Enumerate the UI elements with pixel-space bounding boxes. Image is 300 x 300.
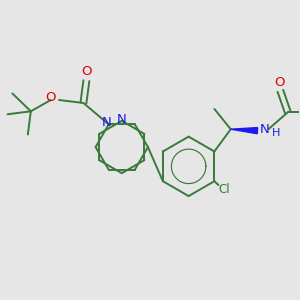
- Text: O: O: [82, 65, 92, 78]
- Text: O: O: [46, 91, 56, 104]
- Text: Cl: Cl: [218, 183, 230, 196]
- Text: O: O: [274, 76, 285, 89]
- Text: H: H: [272, 128, 280, 138]
- Text: N: N: [102, 116, 112, 129]
- Text: N: N: [117, 113, 127, 126]
- Text: N: N: [260, 123, 269, 136]
- Polygon shape: [231, 128, 258, 134]
